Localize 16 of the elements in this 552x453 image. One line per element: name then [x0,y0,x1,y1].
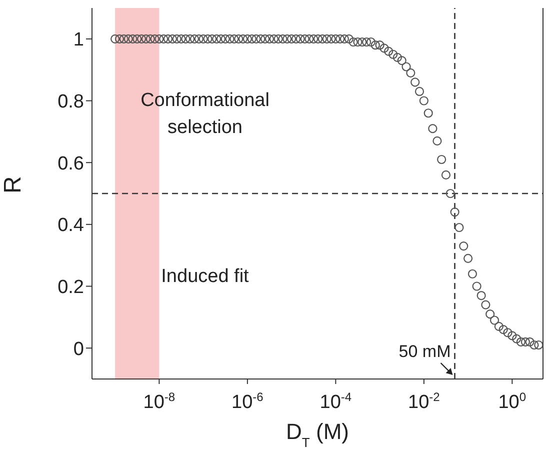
x-tick-label: 10$^{-2}$ [408,390,440,413]
y-axis-title: R [0,176,27,194]
y-tick-label: 0.8 [58,91,84,112]
y-tick-label: 0.2 [58,276,84,298]
x-tick-label: 10$^{-8}$ [143,390,176,413]
y-tick-label: 0.4 [58,215,84,236]
x-tick-label: 10$^{-4}$ [320,390,352,413]
y-tick-label: 0 [73,338,84,360]
x-tick-label: 10$^{0}$ [498,390,526,413]
annotation: Conformational selection [140,90,270,138]
x-axis-title: D$_{T}$ (M) [286,419,349,450]
ref-line-label: 50 mM [398,342,451,361]
x-tick-label: 10$^{-6}$ [232,390,264,413]
y-tick-label: 0.6 [58,153,84,174]
annotation: Induced fit [161,266,250,287]
y-tick-label: 1 [73,30,84,51]
